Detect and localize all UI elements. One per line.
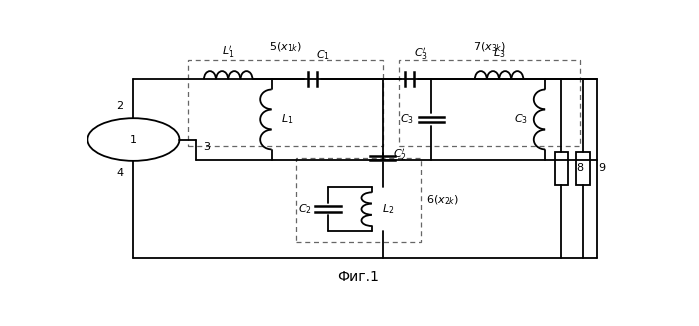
Text: $C_3$: $C_3$ — [514, 112, 528, 126]
Bar — [187, 60, 382, 146]
Text: $C_1$: $C_1$ — [316, 48, 330, 62]
Text: $L_1^{\prime}$: $L_1^{\prime}$ — [222, 44, 234, 60]
Text: 2: 2 — [116, 101, 124, 111]
Text: Фиг.1: Фиг.1 — [338, 270, 379, 284]
Text: $L_3$: $L_3$ — [493, 47, 505, 60]
Text: $C_3^{\prime}$: $C_3^{\prime}$ — [414, 46, 428, 62]
Text: 5($x_{1k}$): 5($x_{1k}$) — [268, 40, 302, 54]
Bar — [576, 152, 590, 185]
Text: $L_1$: $L_1$ — [281, 112, 294, 126]
Text: $C_2^{\prime}$: $C_2^{\prime}$ — [394, 147, 408, 163]
Text: 8: 8 — [577, 163, 584, 173]
Bar — [296, 158, 421, 243]
Text: 7($x_{3k}$): 7($x_{3k}$) — [473, 40, 506, 54]
Bar — [554, 152, 568, 185]
Bar — [399, 60, 580, 146]
Text: 3: 3 — [203, 142, 210, 152]
Text: $C_3$: $C_3$ — [400, 112, 414, 126]
Text: $C_2$: $C_2$ — [298, 202, 312, 216]
Text: 4: 4 — [116, 169, 124, 178]
Text: 6($x_{2k}$): 6($x_{2k}$) — [426, 194, 459, 207]
Text: $L_2$: $L_2$ — [382, 202, 394, 216]
Text: 1: 1 — [130, 135, 137, 144]
Text: 9: 9 — [598, 163, 605, 173]
